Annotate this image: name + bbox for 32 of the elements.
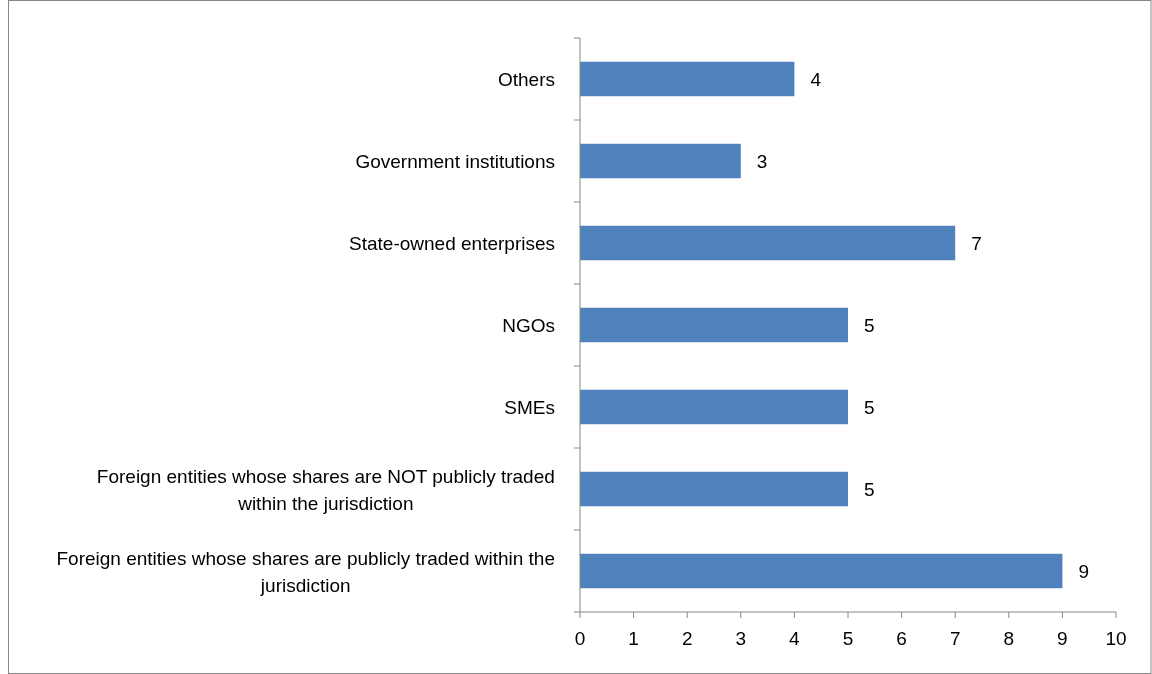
y-tick-label: NGOs <box>502 315 555 336</box>
data-label: 5 <box>864 397 875 418</box>
x-tick-label: 3 <box>735 628 747 649</box>
x-tick-label: 5 <box>842 628 854 649</box>
y-tick-label: Foreign entities whose shares are publicly traded within the jurisdiction <box>56 547 555 596</box>
y-tick-label: Others <box>497 69 556 90</box>
x-tick-label: 9 <box>1057 628 1068 649</box>
x-tick-label: 8 <box>1003 628 1015 649</box>
bar <box>580 307 848 343</box>
data-label: 4 <box>810 69 822 90</box>
bar <box>580 471 848 507</box>
bar <box>580 225 956 261</box>
data-label: 3 <box>756 151 768 172</box>
bar <box>580 61 795 97</box>
x-tick-label: 4 <box>789 628 801 649</box>
data-label: 9 <box>1078 561 1089 582</box>
y-tick-label: Government institutions <box>355 151 555 172</box>
x-tick-label: 2 <box>681 628 693 649</box>
y-tick-label: SMEs <box>504 397 556 418</box>
data-label: 7 <box>971 233 982 254</box>
x-tick-label: 6 <box>896 628 907 649</box>
data-label: 5 <box>864 315 875 336</box>
bar <box>580 553 1063 589</box>
y-tick-label: Foreign entities whose shares are NOT publicly traded within the jurisdiction <box>96 465 555 514</box>
bar <box>580 389 848 425</box>
y-tick-label: State-owned enterprises <box>349 233 555 254</box>
x-tick-label: 0 <box>574 628 586 649</box>
bar <box>580 143 741 179</box>
x-tick-label: 7 <box>949 628 961 649</box>
data-label: 5 <box>864 479 875 500</box>
x-tick-label: 10 <box>1105 628 1127 649</box>
x-tick-label: 1 <box>628 628 639 649</box>
